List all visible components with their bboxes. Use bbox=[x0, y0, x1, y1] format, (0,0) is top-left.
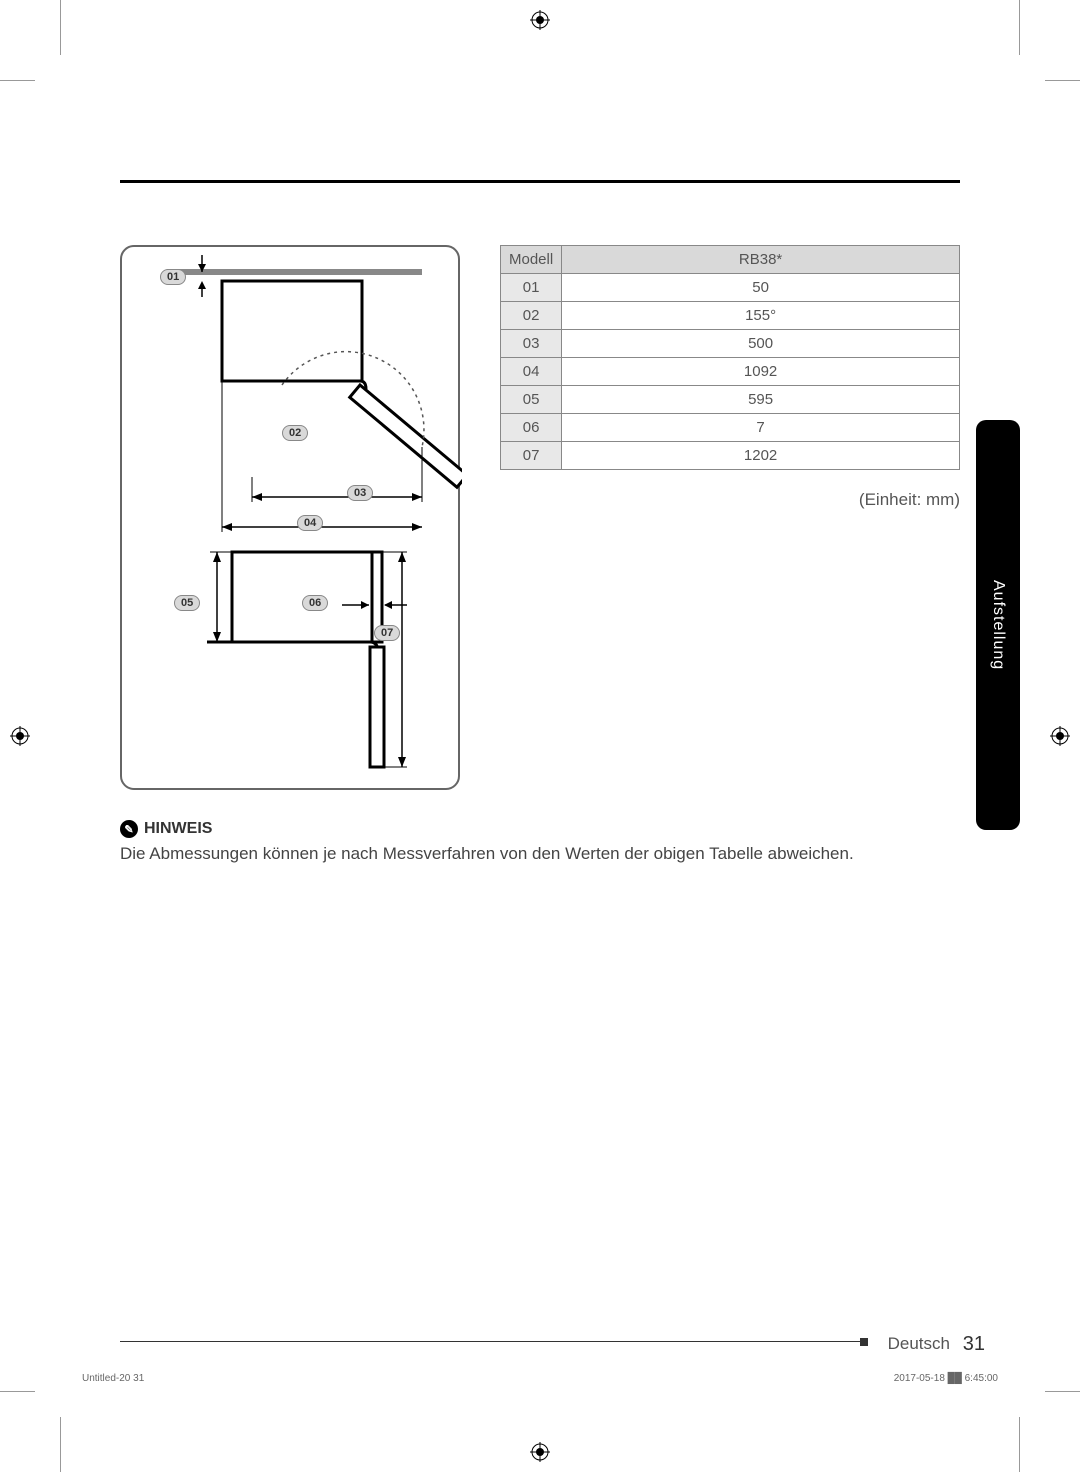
footer-language: Deutsch bbox=[888, 1334, 950, 1354]
table-row: 071202 bbox=[501, 442, 960, 470]
table-row: 0150 bbox=[501, 274, 960, 302]
footer-file-info: Untitled-20 31 bbox=[82, 1373, 144, 1384]
table-row: 02155° bbox=[501, 302, 960, 330]
header-rule bbox=[120, 180, 960, 183]
footer-page-number: 31 bbox=[963, 1333, 985, 1356]
diagram-label-06: 06 bbox=[302, 595, 328, 611]
registration-mark-icon bbox=[10, 726, 30, 746]
diagram-label-01: 01 bbox=[160, 269, 186, 285]
note-text: Die Abmessungen können je nach Messverfa… bbox=[120, 844, 960, 864]
registration-mark-icon bbox=[530, 1442, 550, 1462]
note-title: HINWEIS bbox=[144, 820, 212, 838]
dimensions-table: Modell RB38* 0150 02155° 03500 041092 05… bbox=[500, 245, 960, 790]
registration-mark-icon bbox=[530, 10, 550, 30]
diagram-label-02: 02 bbox=[282, 425, 308, 441]
diagram-label-05: 05 bbox=[174, 595, 200, 611]
table-row: 03500 bbox=[501, 330, 960, 358]
note-section: ✎ HINWEIS Die Abmessungen können je nach… bbox=[120, 820, 960, 864]
unit-label: (Einheit: mm) bbox=[500, 490, 960, 510]
table-header-model: Modell bbox=[501, 246, 562, 274]
note-icon: ✎ bbox=[120, 820, 138, 838]
footer-timestamp: 2017-05-18 ██ 6:45:00 bbox=[894, 1373, 998, 1384]
page: 01 02 03 04 05 06 07 Modell RB38* 0150 0… bbox=[60, 80, 1020, 1392]
registration-mark-icon bbox=[1050, 726, 1070, 746]
diagram-label-03: 03 bbox=[347, 485, 373, 501]
dimension-diagram: 01 02 03 04 05 06 07 bbox=[120, 245, 460, 790]
diagram-label-07: 07 bbox=[374, 625, 400, 641]
section-tab: Aufstellung bbox=[976, 420, 1020, 830]
section-tab-label: Aufstellung bbox=[989, 580, 1007, 670]
footer-rule bbox=[120, 1341, 860, 1342]
table-header-value: RB38* bbox=[562, 246, 960, 274]
table-row: 05595 bbox=[501, 386, 960, 414]
table-row: 067 bbox=[501, 414, 960, 442]
table-row: 041092 bbox=[501, 358, 960, 386]
diagram-label-04: 04 bbox=[297, 515, 323, 531]
